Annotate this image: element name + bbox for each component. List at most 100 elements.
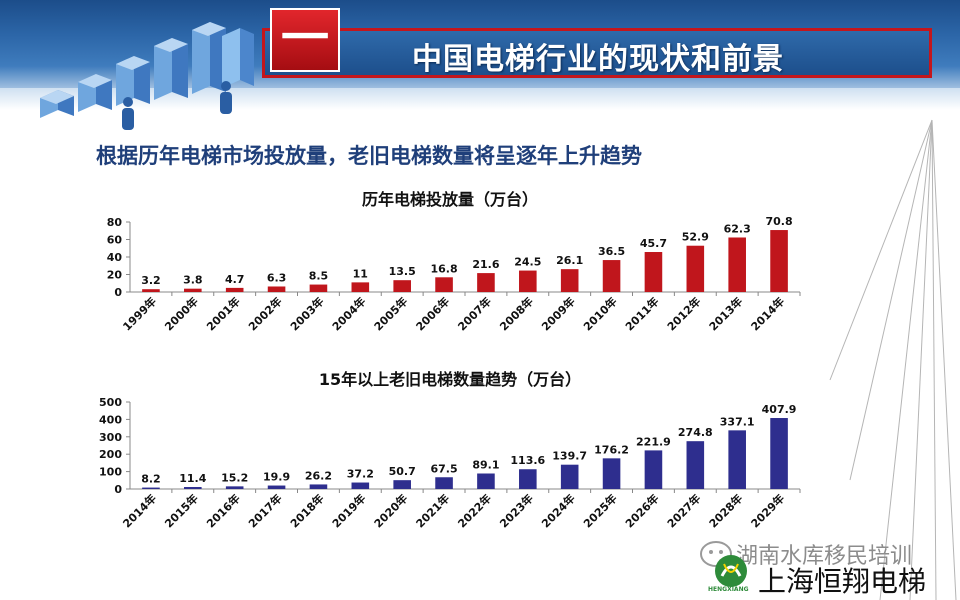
x-tick-label: 2005年 bbox=[371, 294, 410, 333]
data-label: 89.1 bbox=[472, 458, 499, 471]
x-tick-label: 2023年 bbox=[497, 491, 536, 530]
decor-fan-lines bbox=[829, 119, 957, 600]
x-tick-label: 2022年 bbox=[455, 491, 494, 530]
bar bbox=[267, 286, 286, 292]
data-label: 3.2 bbox=[141, 274, 161, 287]
bar bbox=[519, 270, 537, 292]
data-label: 16.8 bbox=[430, 262, 457, 275]
slide-title: 中国电梯行业的现状和前景 bbox=[412, 42, 784, 77]
x-tick-label: 2024年 bbox=[538, 491, 577, 530]
watermark-line2: 上海恒翔电梯 bbox=[758, 565, 927, 598]
bar bbox=[309, 484, 328, 489]
bar bbox=[184, 288, 202, 292]
hengxiang-logo-icon bbox=[715, 555, 747, 587]
bar bbox=[142, 289, 160, 292]
x-tick-label: 2002年 bbox=[245, 294, 284, 333]
data-label: 45.7 bbox=[640, 237, 667, 250]
x-tick-label: 2006年 bbox=[413, 294, 452, 333]
header-fade bbox=[0, 88, 960, 110]
bar bbox=[770, 230, 788, 292]
bar bbox=[770, 418, 788, 489]
bar bbox=[142, 487, 160, 489]
data-label: 70.8 bbox=[765, 215, 792, 228]
x-tick-label: 2003年 bbox=[287, 294, 326, 333]
bar bbox=[393, 480, 411, 489]
y-tick-label: 40 bbox=[107, 251, 123, 264]
data-label: 19.9 bbox=[263, 471, 290, 484]
x-tick-label: 2007年 bbox=[455, 294, 494, 333]
y-tick-label: 60 bbox=[107, 234, 123, 247]
data-label: 3.8 bbox=[183, 274, 203, 287]
bar bbox=[686, 245, 705, 292]
x-tick-label: 2015年 bbox=[162, 491, 201, 530]
header-bar-graphic bbox=[40, 22, 254, 130]
x-tick-label: 2000年 bbox=[162, 294, 201, 333]
x-tick-label: 2017年 bbox=[245, 491, 284, 530]
bar bbox=[225, 287, 244, 292]
x-tick-label: 2014年 bbox=[120, 491, 159, 530]
y-tick-label: 300 bbox=[99, 431, 122, 444]
hengxiang-logo-text: HENGXIANG bbox=[708, 586, 749, 593]
x-tick-label: 2011年 bbox=[622, 294, 661, 333]
data-label: 176.2 bbox=[594, 443, 629, 456]
chart1-elevator-installations: 0 20 40 60 80 3.2 1999年 3.8 2000年 4.7 2001年 6.3 2002… bbox=[107, 215, 801, 334]
x-tick-label: 2004年 bbox=[329, 294, 368, 333]
x-tick-label: 2016年 bbox=[203, 491, 242, 530]
bar bbox=[435, 277, 453, 292]
bar bbox=[351, 482, 370, 489]
x-tick-label: 2028年 bbox=[706, 491, 745, 530]
data-label: 36.5 bbox=[598, 245, 625, 258]
data-label: 26.1 bbox=[556, 254, 583, 267]
x-tick-label: 2027年 bbox=[664, 491, 703, 530]
bar bbox=[602, 458, 621, 489]
watermark-line1: 湖南水库移民培训 bbox=[736, 544, 913, 569]
y-tick-label: 0 bbox=[114, 286, 122, 299]
data-label: 6.3 bbox=[267, 271, 287, 284]
data-label: 50.7 bbox=[389, 465, 416, 478]
chart1-title: 历年电梯投放量（万台） bbox=[361, 190, 538, 209]
x-tick-label: 2026年 bbox=[622, 491, 661, 530]
bar bbox=[267, 485, 286, 489]
x-tick-label: 2018年 bbox=[287, 491, 326, 530]
x-tick-label: 2025年 bbox=[580, 491, 619, 530]
y-tick-label: 80 bbox=[107, 216, 123, 229]
title-frame bbox=[262, 28, 932, 78]
x-tick-label: 2001年 bbox=[203, 294, 242, 333]
data-label: 8.2 bbox=[141, 473, 161, 486]
bar bbox=[560, 464, 579, 489]
x-tick-label: 2021年 bbox=[413, 491, 452, 530]
section-number: 一 bbox=[270, 8, 340, 72]
chart2-title: 15年以上老旧电梯数量趋势（万台） bbox=[318, 370, 582, 389]
bar bbox=[435, 477, 453, 489]
data-label: 113.6 bbox=[510, 454, 545, 467]
bar bbox=[184, 487, 202, 489]
bar bbox=[644, 450, 663, 489]
data-label: 221.9 bbox=[636, 435, 671, 448]
bar bbox=[602, 260, 621, 292]
data-label: 21.6 bbox=[472, 258, 499, 271]
x-tick-label: 2029年 bbox=[748, 491, 787, 530]
data-label: 67.5 bbox=[430, 462, 457, 475]
data-label: 52.9 bbox=[682, 231, 709, 244]
data-label: 62.3 bbox=[724, 222, 751, 235]
x-tick-label: 2012年 bbox=[664, 294, 703, 333]
data-label: 274.8 bbox=[678, 426, 713, 439]
x-tick-label: 2014年 bbox=[748, 294, 787, 333]
bar bbox=[686, 441, 705, 489]
bar bbox=[393, 280, 411, 292]
y-tick-label: 100 bbox=[99, 466, 122, 479]
x-tick-label: 2020年 bbox=[371, 491, 410, 530]
slide-subtitle: 根据历年电梯市场投放量，老旧电梯数量将呈逐年上升趋势 bbox=[96, 144, 642, 168]
chart2-old-elevators: 0 100 200 300 400 500 8.2 2014年 11.4 2015年 15.2 201… bbox=[99, 396, 801, 531]
x-tick-label: 2013年 bbox=[706, 294, 745, 333]
x-tick-label: 2010年 bbox=[580, 294, 619, 333]
data-label: 15.2 bbox=[221, 471, 248, 484]
bar bbox=[351, 282, 370, 292]
y-tick-label: 400 bbox=[99, 413, 122, 426]
bar bbox=[309, 284, 328, 292]
data-label: 11.4 bbox=[179, 472, 206, 485]
x-tick-label: 2019年 bbox=[329, 491, 368, 530]
x-tick-label: 2008年 bbox=[497, 294, 536, 333]
data-label: 8.5 bbox=[309, 270, 329, 283]
